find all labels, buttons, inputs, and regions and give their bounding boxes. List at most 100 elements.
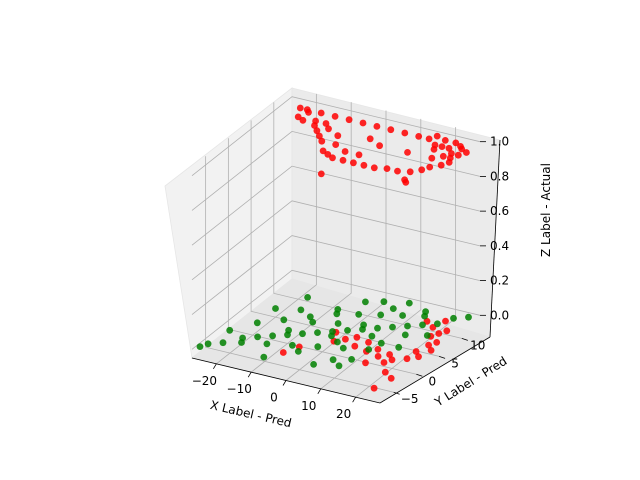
red-point	[318, 137, 326, 145]
z-tick-label: 0.0	[490, 308, 509, 322]
red-point	[415, 353, 422, 361]
green-point	[419, 321, 426, 329]
green-point	[289, 341, 296, 349]
red-point	[403, 355, 411, 363]
y-tick-mark	[461, 337, 468, 341]
tick-marks	[213, 141, 486, 403]
x-tick-mark	[352, 396, 356, 403]
green-point	[399, 312, 406, 319]
red-point	[402, 179, 410, 186]
green-point	[401, 331, 409, 339]
green-point	[368, 332, 376, 340]
red-point	[386, 351, 393, 358]
red-point	[430, 146, 438, 153]
green-point	[219, 339, 227, 347]
green-point	[285, 326, 292, 334]
red-point	[454, 151, 462, 159]
green-point	[314, 343, 322, 351]
red-point	[374, 346, 382, 353]
red-point	[404, 149, 411, 156]
red-point	[387, 374, 395, 382]
red-point	[345, 116, 353, 124]
red-point	[317, 170, 325, 178]
z-grid-line	[191, 165, 481, 246]
red-point	[435, 330, 443, 337]
scatter-points	[196, 104, 472, 392]
red-point	[439, 152, 447, 160]
red-point	[433, 339, 441, 346]
green-point	[422, 308, 429, 316]
red-point	[427, 347, 435, 354]
red-point	[322, 120, 330, 127]
red-point	[313, 127, 321, 135]
grid-lines	[191, 93, 481, 398]
x-tick-mark	[213, 363, 217, 370]
y-grid-line	[250, 120, 440, 357]
y-tick-mark	[438, 355, 446, 359]
red-point	[329, 154, 336, 162]
red-point	[374, 353, 382, 360]
x-grid-line	[216, 93, 317, 365]
red-point	[319, 147, 327, 155]
red-point	[426, 163, 434, 171]
green-point	[450, 314, 457, 322]
green-point	[196, 343, 204, 350]
red-point	[324, 151, 332, 158]
red-point	[341, 148, 349, 155]
red-point	[428, 154, 436, 162]
z-tick-label: 0.2	[490, 274, 509, 288]
y-tick-label: 5	[451, 356, 459, 370]
x-tick-mark	[282, 380, 287, 386]
red-point	[279, 349, 287, 356]
green-point	[294, 348, 302, 355]
x-grid-line	[250, 102, 352, 373]
green-point	[254, 333, 261, 341]
z-grid-line	[191, 269, 481, 350]
red-point	[316, 132, 323, 140]
x-tick-label: 0	[270, 391, 278, 405]
red-point	[362, 359, 369, 367]
red-point	[445, 144, 453, 152]
red-point	[415, 133, 423, 140]
y-tick-label: 10	[470, 338, 485, 352]
z-grid-line	[191, 235, 481, 315]
red-point	[342, 335, 349, 343]
green-point	[377, 311, 385, 319]
red-point	[370, 164, 378, 172]
red-point	[305, 108, 312, 116]
red-point	[380, 359, 388, 366]
green-point	[377, 339, 385, 347]
x-tick-label: 10	[301, 399, 316, 413]
y-tick-label: −5	[401, 392, 419, 406]
red-point	[406, 168, 414, 176]
red-point	[418, 166, 426, 174]
red-point	[296, 104, 304, 112]
green-point	[362, 298, 369, 306]
green-point	[348, 356, 355, 363]
red-point	[366, 135, 374, 143]
green-point	[374, 324, 381, 332]
green-point	[434, 320, 441, 328]
green-point	[334, 320, 342, 327]
x-grid-line	[320, 118, 422, 390]
red-point	[425, 135, 433, 143]
red-point	[458, 145, 466, 153]
z-axis-label: Z Label - Actual	[539, 163, 553, 257]
red-point	[359, 119, 367, 127]
green-point	[465, 313, 472, 321]
red-point	[365, 339, 372, 346]
y-tick-label: 0	[429, 374, 437, 388]
x-tick-label: −20	[192, 374, 217, 388]
red-point	[331, 113, 339, 120]
green-point	[299, 330, 306, 338]
y-grid-line	[205, 156, 394, 393]
green-point	[304, 294, 311, 301]
green-point	[344, 327, 351, 334]
y-grid-line	[273, 102, 462, 339]
green-point	[253, 319, 261, 327]
green-point	[395, 343, 403, 351]
red-point	[437, 161, 445, 169]
red-point	[441, 137, 449, 144]
